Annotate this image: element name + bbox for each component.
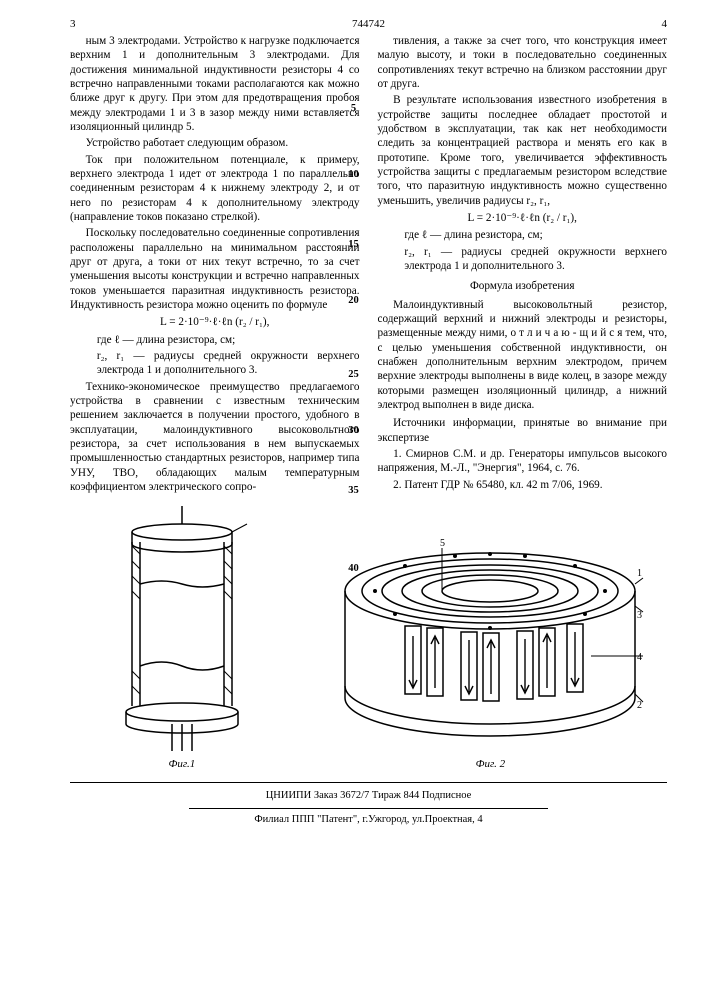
line-marker: 10 bbox=[345, 170, 363, 181]
formula: L = 2·10⁻⁹·ℓ·ℓn (r₂ / r₁), bbox=[378, 211, 668, 225]
footer-line-1: ЦНИИПИ Заказ 3672/7 Тираж 844 Подписное bbox=[70, 789, 667, 804]
claim-text: Малоиндуктивный высоковольтный резистор,… bbox=[378, 298, 668, 413]
right-column: тивления, а также за счет того, что конс… bbox=[378, 34, 668, 496]
claims-title: Формула изобретения bbox=[378, 279, 668, 293]
line-marker: 40 bbox=[345, 564, 363, 575]
svg-text:5: 5 bbox=[440, 538, 445, 549]
fig1-label: Фиг.1 bbox=[70, 758, 294, 770]
line-marker: 20 bbox=[345, 296, 363, 307]
formula-where: r₂, r₁ — радиусы средней окружности верх… bbox=[70, 349, 360, 378]
paragraph: Ток при положительном потенциале, к прим… bbox=[70, 153, 360, 225]
page-left-number: 3 bbox=[70, 18, 76, 30]
formula-where: где ℓ — длина резистора, см; bbox=[70, 333, 360, 347]
fig2-label: Фиг. 2 bbox=[314, 758, 667, 770]
paragraph: Устройство работает следующим образом. bbox=[70, 136, 360, 150]
fig1-svg bbox=[112, 506, 252, 756]
colophon: ЦНИИПИ Заказ 3672/7 Тираж 844 Подписное … bbox=[70, 782, 667, 827]
formula-where: r₂, r₁ — радиусы средней окружности верх… bbox=[378, 245, 668, 274]
svg-text:3: 3 bbox=[637, 610, 642, 621]
line-marker: 25 bbox=[345, 370, 363, 381]
two-column-body: ным 3 электродами. Устройство к нагрузке… bbox=[70, 34, 667, 496]
svg-text:4: 4 bbox=[637, 652, 642, 663]
svg-text:2: 2 bbox=[637, 700, 642, 711]
figures-row: Фиг.1 bbox=[70, 506, 667, 770]
line-marker: 5 bbox=[345, 104, 363, 115]
paragraph: Технико-экономическое преимущество предл… bbox=[70, 380, 360, 495]
paragraph: ным 3 электродами. Устройство к нагрузке… bbox=[70, 34, 360, 134]
paragraph: тивления, а также за счет того, что конс… bbox=[378, 34, 668, 91]
line-marker: 15 bbox=[345, 240, 363, 251]
paragraph: В результате использования известного из… bbox=[378, 93, 668, 208]
formula-where: где ℓ — длина резистора, см; bbox=[378, 228, 668, 242]
sources-title: Источники информации, принятые во вниман… bbox=[378, 416, 668, 445]
paragraph: Поскольку последовательно соединенные со… bbox=[70, 226, 360, 312]
page-right-number: 4 bbox=[662, 18, 668, 30]
left-column: ным 3 электродами. Устройство к нагрузке… bbox=[70, 34, 360, 496]
source-ref: 2. Патент ГДР № 65480, кл. 42 m 7/06, 19… bbox=[378, 478, 668, 492]
line-marker: 35 bbox=[345, 486, 363, 497]
figure-1: Фиг.1 bbox=[70, 506, 294, 770]
svg-text:1: 1 bbox=[637, 568, 642, 579]
formula: L = 2·10⁻⁹·ℓ·ℓn (r₂ / r₁), bbox=[70, 315, 360, 329]
footer-line-2: Филиал ППП "Патент", г.Ужгород, ул.Проек… bbox=[70, 813, 667, 828]
header-row: 3 744742 4 bbox=[70, 18, 667, 30]
patent-number: 744742 bbox=[352, 18, 385, 30]
source-ref: 1. Смирнов С.М. и др. Генераторы импульс… bbox=[378, 447, 668, 476]
line-marker: 30 bbox=[345, 426, 363, 437]
figure-2: 1 5 3 4 2 Фиг. 2 bbox=[314, 536, 667, 770]
patent-page: 3 744742 4 5 10 15 20 25 30 35 40 ным 3 … bbox=[0, 0, 707, 848]
fig2-svg: 1 5 3 4 2 bbox=[335, 536, 645, 756]
